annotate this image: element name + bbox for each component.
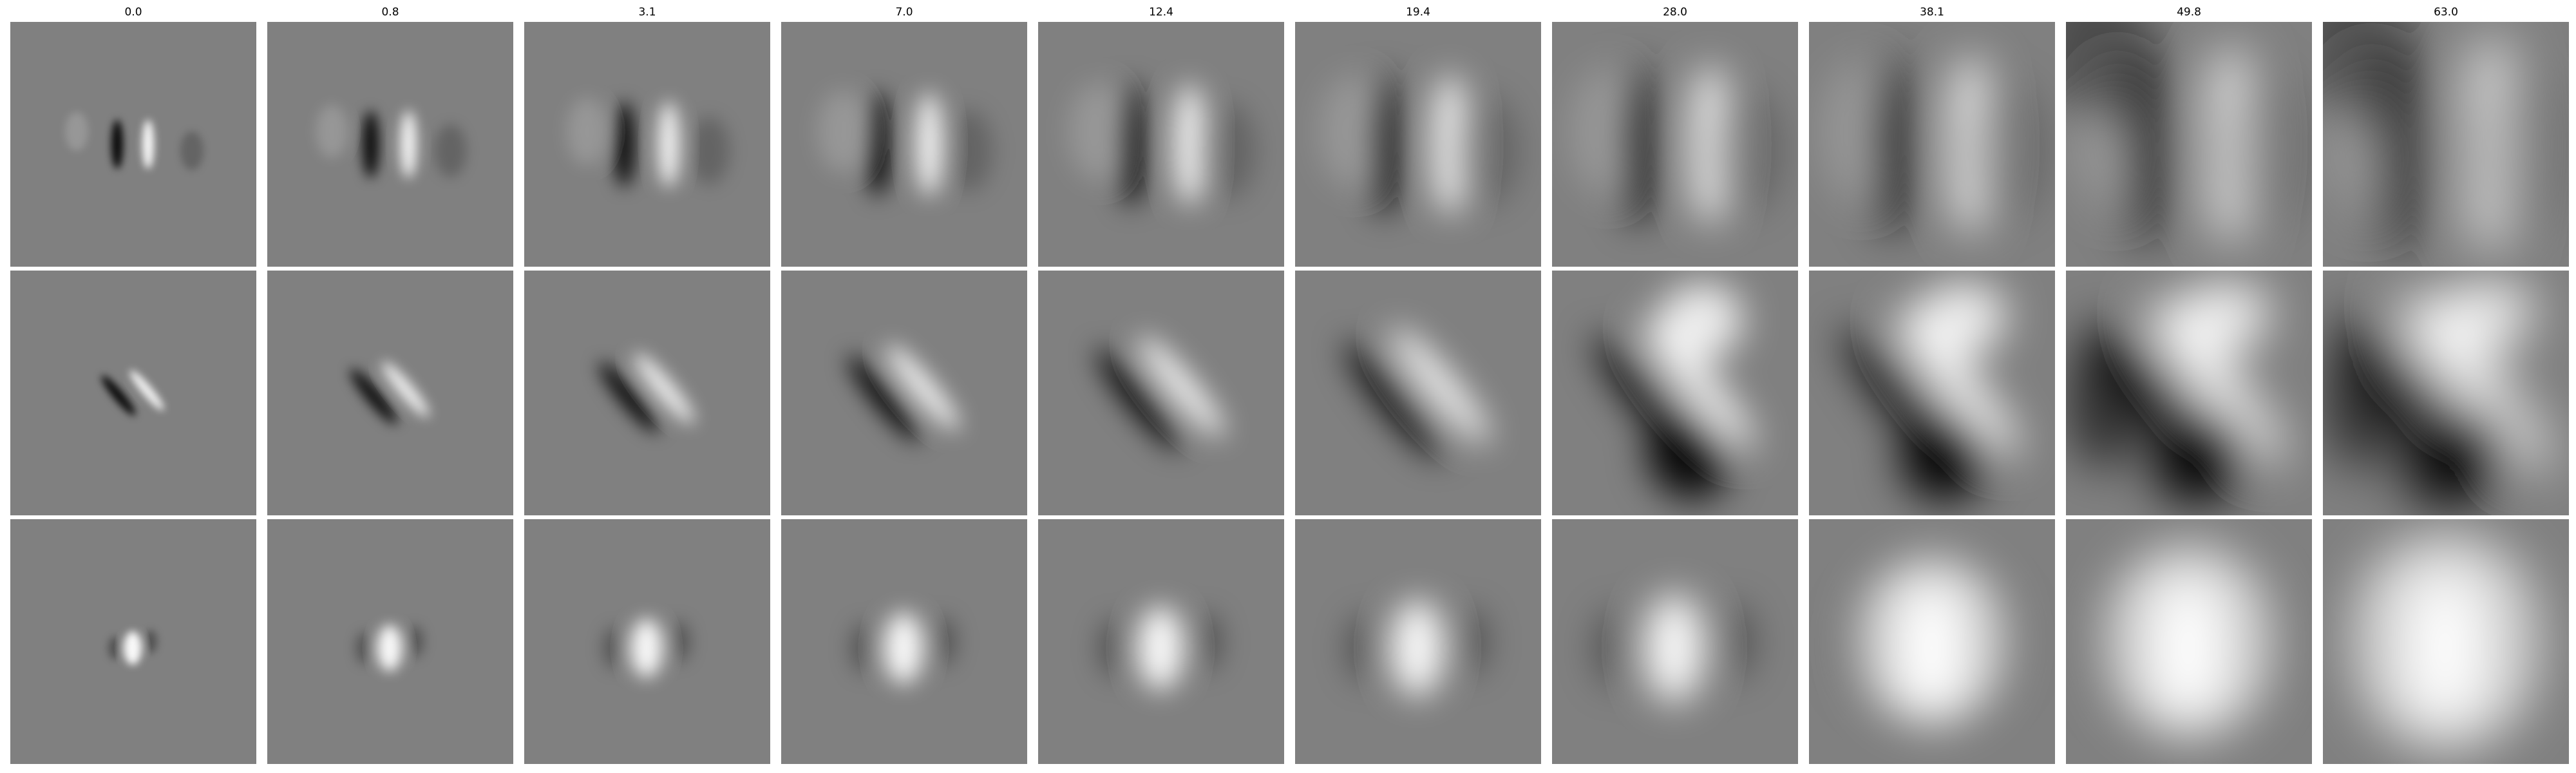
column-title: 12.4 — [1149, 6, 1173, 19]
filter-image — [2323, 22, 2569, 267]
column-title: 0.0 — [124, 6, 142, 19]
filter-tile — [524, 22, 770, 267]
filter-image — [781, 271, 1027, 515]
filter-tile — [1809, 22, 2055, 267]
filter-image — [1295, 271, 1541, 515]
column-title: 0.8 — [381, 6, 399, 19]
filter-image — [1038, 519, 1284, 764]
filter-image — [1038, 271, 1284, 515]
filter-tile — [267, 519, 513, 764]
filter-tile — [10, 271, 256, 515]
filter-tile — [10, 22, 256, 267]
filter-image — [1809, 519, 2055, 764]
filter-image — [2323, 519, 2569, 764]
filter-tile — [1038, 271, 1284, 515]
column-title: 49.8 — [2177, 6, 2201, 19]
filter-tile — [2066, 519, 2312, 764]
filter-image — [1809, 271, 2055, 515]
filter-tile — [267, 271, 513, 515]
filter-image — [2066, 22, 2312, 267]
filter-image — [1552, 22, 1798, 267]
filter-image — [267, 519, 513, 764]
filter-image — [1809, 22, 2055, 267]
filter-image — [781, 519, 1027, 764]
filter-image — [10, 271, 256, 515]
filter-image — [2066, 271, 2312, 515]
filter-tile — [524, 271, 770, 515]
filter-image — [2066, 519, 2312, 764]
column-title: 7.0 — [895, 6, 913, 19]
filter-image — [267, 22, 513, 267]
column-title: 38.1 — [1920, 6, 1944, 19]
filter-tile — [1038, 519, 1284, 764]
column-title: 3.1 — [638, 6, 656, 19]
filter-image — [10, 22, 256, 267]
filter-tile — [2323, 519, 2569, 764]
filter-image — [524, 271, 770, 515]
filter-tile — [1295, 22, 1541, 267]
filter-tile — [10, 519, 256, 764]
filter-image — [1038, 22, 1284, 267]
filter-tile — [1552, 271, 1798, 515]
filter-image — [10, 519, 256, 764]
filter-tile — [1809, 271, 2055, 515]
column-title: 19.4 — [1406, 6, 1430, 19]
filter-image — [1552, 271, 1798, 515]
filter-tile — [781, 519, 1027, 764]
filter-tile — [781, 271, 1027, 515]
filter-image — [781, 22, 1027, 267]
filter-tile — [1295, 519, 1541, 764]
filter-tile — [1809, 519, 2055, 764]
filter-image — [524, 22, 770, 267]
filter-tile — [2323, 271, 2569, 515]
filter-tile — [1295, 271, 1541, 515]
filter-tile — [524, 519, 770, 764]
filter-tile — [2323, 22, 2569, 267]
filter-image — [1552, 519, 1798, 764]
column-title: 28.0 — [1663, 6, 1687, 19]
filter-tile — [2066, 22, 2312, 267]
filter-tile — [1552, 519, 1798, 764]
column-title: 63.0 — [2434, 6, 2458, 19]
filter-image — [1295, 22, 1541, 267]
filter-image — [2323, 271, 2569, 515]
filter-tile — [781, 22, 1027, 267]
filter-tile — [1038, 22, 1284, 267]
filter-image — [267, 271, 513, 515]
filter-image — [1295, 519, 1541, 764]
filter-tile — [1552, 22, 1798, 267]
filter-image — [524, 519, 770, 764]
filter-tile — [267, 22, 513, 267]
filter-tile — [2066, 271, 2312, 515]
